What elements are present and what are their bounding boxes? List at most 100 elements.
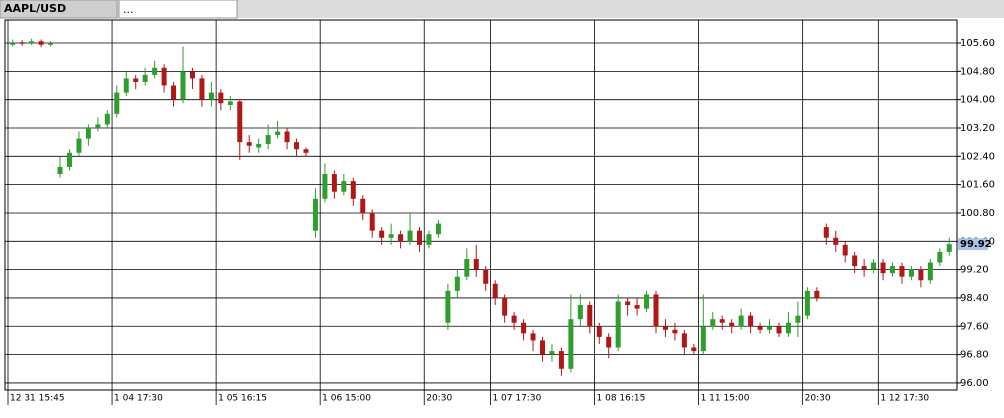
y-tick-label: 97.60 [960, 321, 989, 332]
y-tick-label: 100.80 [960, 208, 995, 219]
y-tick-label: 105.60 [960, 38, 995, 49]
candle-body [672, 329, 678, 334]
candle-body [861, 266, 867, 270]
candle-body [294, 142, 300, 150]
y-tick-label: 102.40 [960, 151, 995, 162]
candle-body [265, 135, 271, 144]
candle-body [795, 315, 801, 323]
candle-body [568, 319, 574, 369]
x-tick-label: 1 04 17:30 [114, 394, 163, 404]
candle-body [918, 269, 924, 281]
candle-body [558, 351, 564, 369]
candle-body [719, 319, 725, 323]
tab-active[interactable] [0, 0, 118, 19]
candle-body [710, 319, 716, 327]
candle-body [104, 113, 110, 125]
candle-body [133, 78, 139, 82]
candle-body [681, 333, 687, 348]
candle-body [804, 290, 810, 316]
y-tick-label: 101.60 [960, 180, 995, 191]
candle-body [738, 315, 744, 327]
candle-body [625, 301, 631, 306]
candle-body [341, 181, 347, 192]
candle-body [473, 258, 479, 270]
candle-body [218, 92, 224, 104]
candle-body [445, 290, 451, 323]
candle-body [10, 42, 16, 45]
candle-body [123, 78, 129, 93]
candle-body [842, 244, 848, 256]
candle-body [152, 67, 158, 75]
candle-body [95, 124, 101, 128]
candle-body [322, 174, 328, 199]
candle-body [256, 143, 262, 148]
y-tick-label: 104.80 [960, 66, 995, 77]
candle-body [823, 227, 829, 238]
x-tick-label: 1 08 16:15 [597, 394, 646, 404]
x-tick-label: 1 06 15:00 [322, 394, 371, 404]
candle-body [360, 198, 366, 213]
tab-bar [0, 0, 1004, 18]
tab-title: AAPL/USD [4, 2, 66, 15]
candle-body [814, 290, 820, 298]
candle-body [776, 326, 782, 334]
candle-body [785, 322, 791, 334]
candle-body [767, 326, 773, 330]
candle-body [208, 92, 214, 100]
candle-body [407, 230, 413, 242]
candle-body [927, 262, 933, 281]
candle-body [199, 78, 205, 100]
candle-body [700, 326, 706, 352]
candle-body [369, 212, 375, 231]
candle-body [417, 230, 423, 245]
candle-body [48, 43, 54, 45]
x-tick-label: 20:30 [805, 394, 831, 404]
candle-body [871, 262, 877, 270]
candle-body [38, 41, 44, 45]
candle-body [549, 351, 555, 355]
candle-body [483, 269, 489, 284]
candle-body [435, 223, 441, 235]
candle-body [275, 131, 281, 136]
x-tick-label: 1 07 17:30 [492, 394, 541, 404]
candle-body [180, 71, 186, 100]
candle-body [331, 174, 337, 192]
candle-body [644, 294, 650, 309]
candle-body [502, 297, 508, 316]
x-tick-label: 1 05 16:15 [218, 394, 267, 404]
candle-body [833, 237, 839, 245]
candle-body [880, 262, 886, 274]
last-price-label: 99.92 [960, 239, 992, 250]
tab[interactable] [118, 0, 238, 19]
candle-body [246, 142, 252, 146]
candle-body [379, 230, 385, 238]
candle-body [171, 85, 177, 100]
candle-body [890, 266, 896, 274]
y-tick-label: 104.00 [960, 95, 995, 106]
y-tick-label: 96.80 [960, 350, 989, 361]
x-tick-label: 1 12 17:30 [880, 394, 929, 404]
candle-body [350, 181, 356, 199]
last-price-box [958, 238, 988, 251]
y-tick-label: 103.20 [960, 123, 995, 134]
candle-body [662, 326, 668, 330]
plot-area [4, 19, 958, 391]
y-tick-label: 98.40 [960, 293, 989, 304]
candle-body [899, 266, 905, 277]
x-tick-label: 20:30 [426, 394, 452, 404]
candle-body [19, 42, 25, 44]
candle-body [539, 340, 545, 355]
candle-body [729, 322, 735, 327]
candle-body [161, 67, 167, 86]
candle-body [587, 305, 593, 327]
candle-body [691, 347, 697, 352]
candle-body [946, 244, 952, 252]
candle-body [85, 127, 91, 139]
candle-body [653, 294, 659, 327]
candle-body [66, 152, 72, 167]
candle-body [312, 198, 318, 231]
candle-body [634, 305, 640, 309]
x-tick-label: 1 11 15:00 [701, 394, 750, 404]
candle-body [76, 138, 82, 153]
